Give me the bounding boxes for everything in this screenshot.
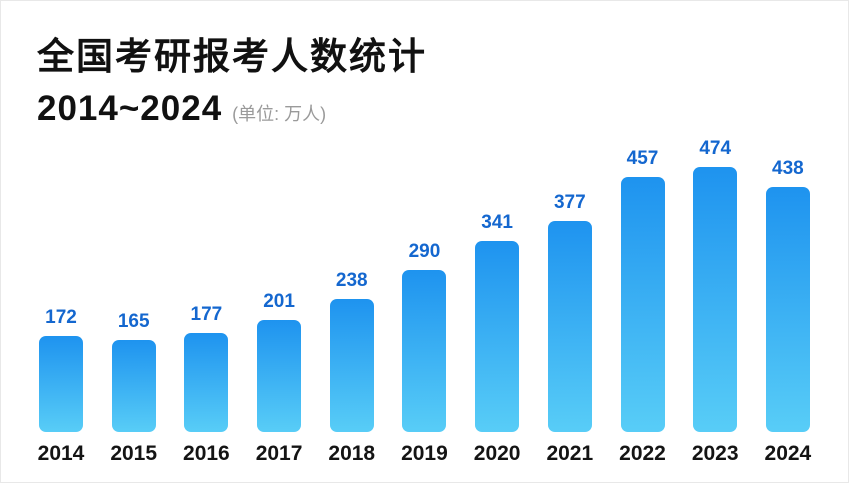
bar bbox=[329, 299, 374, 432]
bar bbox=[693, 167, 738, 432]
bar-column: 474 2023 bbox=[681, 138, 749, 466]
bar-value-label: 438 bbox=[772, 158, 804, 179]
bar bbox=[620, 177, 665, 432]
bar-value-label: 165 bbox=[117, 311, 150, 332]
bar-value-label: 457 bbox=[626, 148, 659, 169]
chart-unit-label: (单位: 万人) bbox=[232, 104, 327, 125]
bar bbox=[402, 270, 447, 432]
bar bbox=[475, 241, 520, 432]
bar-value-label: 238 bbox=[335, 270, 368, 291]
x-axis-label: 2021 bbox=[546, 442, 594, 465]
bar-value-label: 172 bbox=[45, 307, 77, 328]
bar-value-label: 201 bbox=[263, 291, 295, 312]
bar-column: 341 2020 bbox=[463, 212, 531, 466]
chart-title: 全国考研报考人数统计 bbox=[37, 36, 427, 77]
bar-value-label: 341 bbox=[481, 212, 513, 233]
bar-column: 165 2015 bbox=[100, 311, 168, 466]
bar-value-label: 177 bbox=[190, 304, 223, 325]
x-axis-label: 2019 bbox=[401, 442, 448, 465]
bar-value-label: 474 bbox=[699, 138, 732, 159]
x-axis-label: 2023 bbox=[691, 442, 739, 465]
chart-subtitle-row: 2014~2024 (单位: 万人) bbox=[37, 89, 427, 129]
bar-column: 201 2017 bbox=[245, 291, 313, 466]
x-axis-label: 2015 bbox=[110, 442, 158, 465]
bar-value-label: 377 bbox=[553, 192, 586, 213]
x-axis-label: 2020 bbox=[473, 442, 521, 465]
x-axis-label: 2024 bbox=[764, 442, 812, 465]
bar-column: 457 2022 bbox=[609, 148, 677, 466]
bar-column: 290 2019 bbox=[390, 241, 458, 466]
bar bbox=[765, 187, 810, 432]
bar bbox=[184, 333, 229, 432]
x-axis-label: 2018 bbox=[328, 442, 376, 465]
x-axis-label: 2022 bbox=[619, 442, 666, 465]
bar bbox=[39, 336, 83, 432]
bar bbox=[547, 221, 592, 432]
chart-header: 全国考研报考人数统计 2014~2024 (单位: 万人) bbox=[37, 35, 427, 129]
x-axis-label: 2014 bbox=[37, 442, 85, 465]
x-axis-label: 2017 bbox=[255, 442, 303, 465]
bar-column: 177 2016 bbox=[172, 304, 240, 466]
bar-column: 438 2024 bbox=[754, 158, 822, 466]
bar-value-label: 290 bbox=[408, 241, 441, 262]
bar-chart: 172 2014 165 2015 177 2016 201 2017 238 2018 290 20… bbox=[1, 138, 848, 466]
chart-year-range: 2014~2024 bbox=[37, 89, 223, 129]
bar-column: 172 2014 bbox=[27, 307, 95, 466]
bar bbox=[257, 320, 302, 432]
bar bbox=[111, 340, 156, 432]
bar-column: 377 2021 bbox=[536, 192, 604, 466]
bar-column: 238 2018 bbox=[318, 270, 386, 466]
x-axis-label: 2016 bbox=[183, 442, 230, 465]
